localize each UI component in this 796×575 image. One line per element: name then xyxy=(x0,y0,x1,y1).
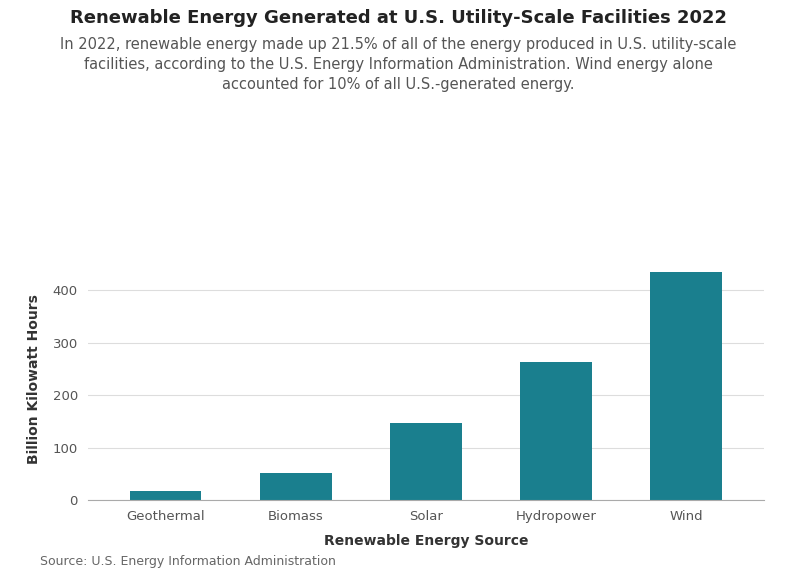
Text: Renewable Energy Generated at U.S. Utility-Scale Facilities 2022: Renewable Energy Generated at U.S. Utili… xyxy=(69,9,727,26)
Bar xyxy=(260,473,331,500)
Y-axis label: Billion Kilowatt Hours: Billion Kilowatt Hours xyxy=(28,294,41,465)
Bar xyxy=(650,272,722,500)
Bar xyxy=(390,423,462,500)
Bar xyxy=(521,362,591,500)
X-axis label: Renewable Energy Source: Renewable Energy Source xyxy=(324,534,528,548)
Text: Source: U.S. Energy Information Administration: Source: U.S. Energy Information Administ… xyxy=(40,555,336,568)
Text: In 2022, renewable energy made up 21.5% of all of the energy produced in U.S. ut: In 2022, renewable energy made up 21.5% … xyxy=(60,37,736,92)
Bar xyxy=(130,491,201,500)
